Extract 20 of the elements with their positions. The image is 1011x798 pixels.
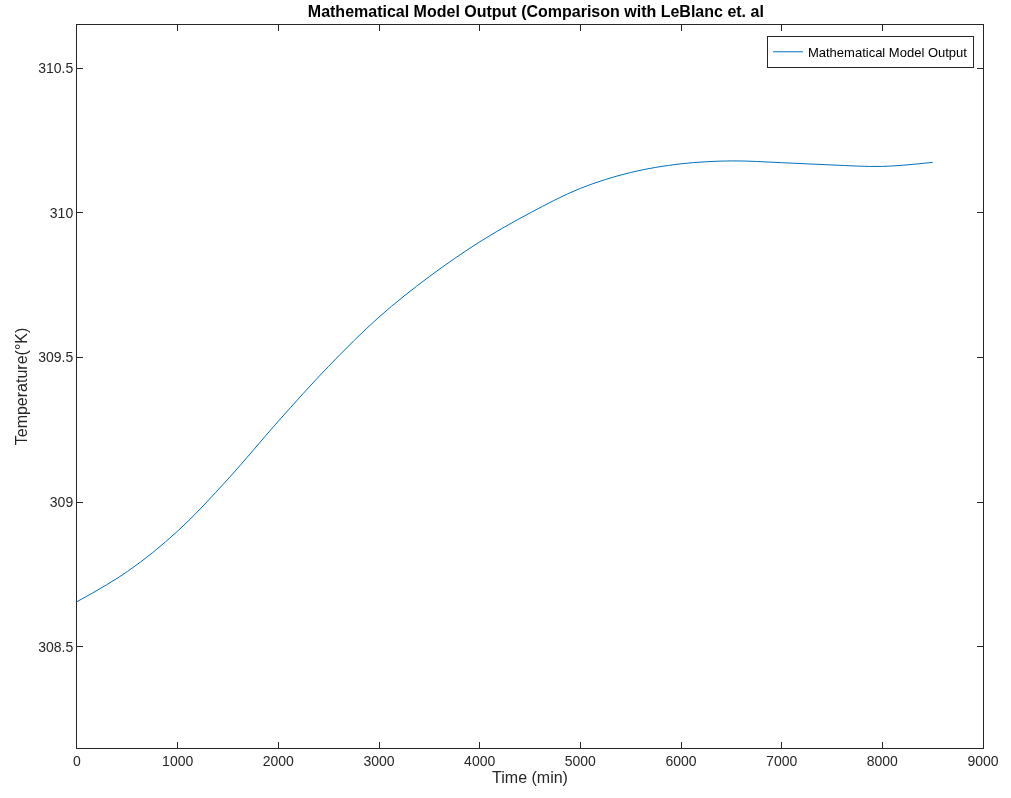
y-tick-label: 309 — [49, 494, 74, 511]
y-tick-label: 309.5 — [38, 349, 74, 366]
x-tick-label: 6000 — [665, 752, 697, 769]
y-tick-label: 308.5 — [38, 638, 74, 655]
x-tick-label: 3000 — [363, 752, 395, 769]
x-tick-label: 0 — [73, 752, 82, 769]
x-tick-label: 5000 — [564, 752, 597, 769]
x-tick-label: 8000 — [866, 752, 899, 769]
x-tick-label: 9000 — [967, 752, 999, 769]
x-tick-label: 2000 — [262, 752, 295, 769]
chart-title: Mathematical Model Output (Comparison with LeBlanc et. al — [307, 2, 764, 20]
x-tick-label: 7000 — [766, 752, 798, 769]
x-axis-title: Time (min) — [492, 769, 568, 787]
y-tick-label: 310.5 — [38, 60, 74, 77]
y-axis-title: Temperature(°K) — [13, 327, 31, 446]
legend-label: Mathematical Model Output — [807, 44, 968, 60]
line-series — [77, 160, 934, 603]
x-tick-label: 1000 — [162, 752, 194, 769]
y-tick-label: 310 — [49, 204, 74, 221]
x-tick-label: 4000 — [464, 752, 496, 769]
